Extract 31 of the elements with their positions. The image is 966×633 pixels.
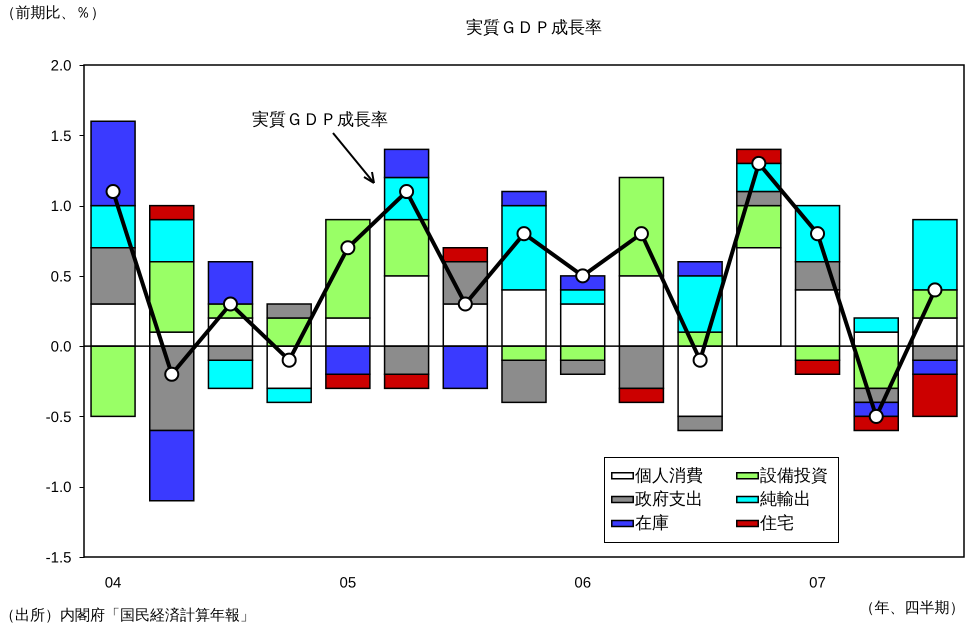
text: 実質ＧＤＰ成長率 [252, 110, 388, 129]
chart-title: 実質ＧＤＰ成長率 [466, 18, 602, 37]
x-axis-title: （年、四半期） [860, 600, 964, 616]
point [516, 226, 532, 242]
y-tick-label: -1.5 [46, 550, 72, 566]
point [164, 366, 180, 382]
x-tick-label: 07 [809, 574, 826, 592]
legend-label: 政府支出 [635, 490, 703, 508]
x-tick-label: 06 [574, 574, 592, 592]
point [692, 352, 708, 368]
y-tick-label: -1.0 [46, 479, 72, 496]
legend-label: 在庫 [635, 514, 669, 532]
x-tick-label: 04 [104, 574, 122, 592]
legend-label: 住宅 [759, 514, 794, 532]
point [927, 282, 942, 298]
point [458, 296, 473, 312]
y-tick-label: 1.0 [50, 198, 72, 216]
point [340, 240, 356, 256]
legend-label: 個人消費 [635, 466, 703, 485]
legend-label: 設備投資 [760, 466, 828, 485]
y-tick-label: 0.0 [50, 338, 72, 356]
text: （出所）内閣府「国民経済計算年報」 [0, 607, 255, 624]
y-tick-label: -0.5 [46, 408, 72, 426]
y-axis-title: （前期比、％） [0, 4, 106, 22]
x-tick-label: 05 [340, 574, 356, 592]
y-tick-label: 1.5 [50, 128, 72, 145]
y-tick-label: 0.5 [50, 268, 72, 286]
legend-label: 純輸出 [760, 490, 811, 508]
point [106, 184, 121, 200]
y-tick-label: 2.0 [50, 58, 72, 74]
point [634, 226, 649, 242]
